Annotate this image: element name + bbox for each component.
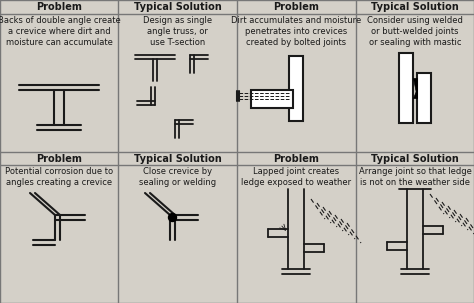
Text: Typical Solution: Typical Solution xyxy=(371,2,459,12)
Bar xyxy=(251,90,293,108)
Text: Lapped joint creates
ledge exposed to weather: Lapped joint creates ledge exposed to we… xyxy=(241,167,352,187)
Bar xyxy=(289,56,303,121)
Text: Typical Solution: Typical Solution xyxy=(371,154,459,164)
Text: Problem: Problem xyxy=(273,2,319,12)
Text: Problem: Problem xyxy=(273,154,319,164)
Text: Problem: Problem xyxy=(36,2,82,12)
Bar xyxy=(417,73,431,123)
Circle shape xyxy=(168,214,176,221)
Text: Problem: Problem xyxy=(36,154,82,164)
Text: Potential corrosion due to
angles creating a crevice: Potential corrosion due to angles creati… xyxy=(5,167,113,187)
Text: Arrange joint so that ledge
is not on the weather side: Arrange joint so that ledge is not on th… xyxy=(358,167,472,187)
Text: Typical Solution: Typical Solution xyxy=(134,2,221,12)
Bar xyxy=(399,53,413,123)
Text: Close crevice by
sealing or welding: Close crevice by sealing or welding xyxy=(139,167,216,187)
Polygon shape xyxy=(413,88,417,98)
Text: Dirt accumulates and moisture
penetrates into crevices
created by bolted joints: Dirt accumulates and moisture penetrates… xyxy=(231,16,362,47)
Polygon shape xyxy=(413,78,417,98)
Text: Backs of double angle create
a crevice where dirt and
moisture can accumulate: Backs of double angle create a crevice w… xyxy=(0,16,120,47)
Text: Typical Solution: Typical Solution xyxy=(134,154,221,164)
Text: Consider using welded
or butt-welded joints
or sealing with mastic: Consider using welded or butt-welded joi… xyxy=(367,16,463,47)
Text: Design as single
angle truss, or
use T-section: Design as single angle truss, or use T-s… xyxy=(143,16,212,47)
